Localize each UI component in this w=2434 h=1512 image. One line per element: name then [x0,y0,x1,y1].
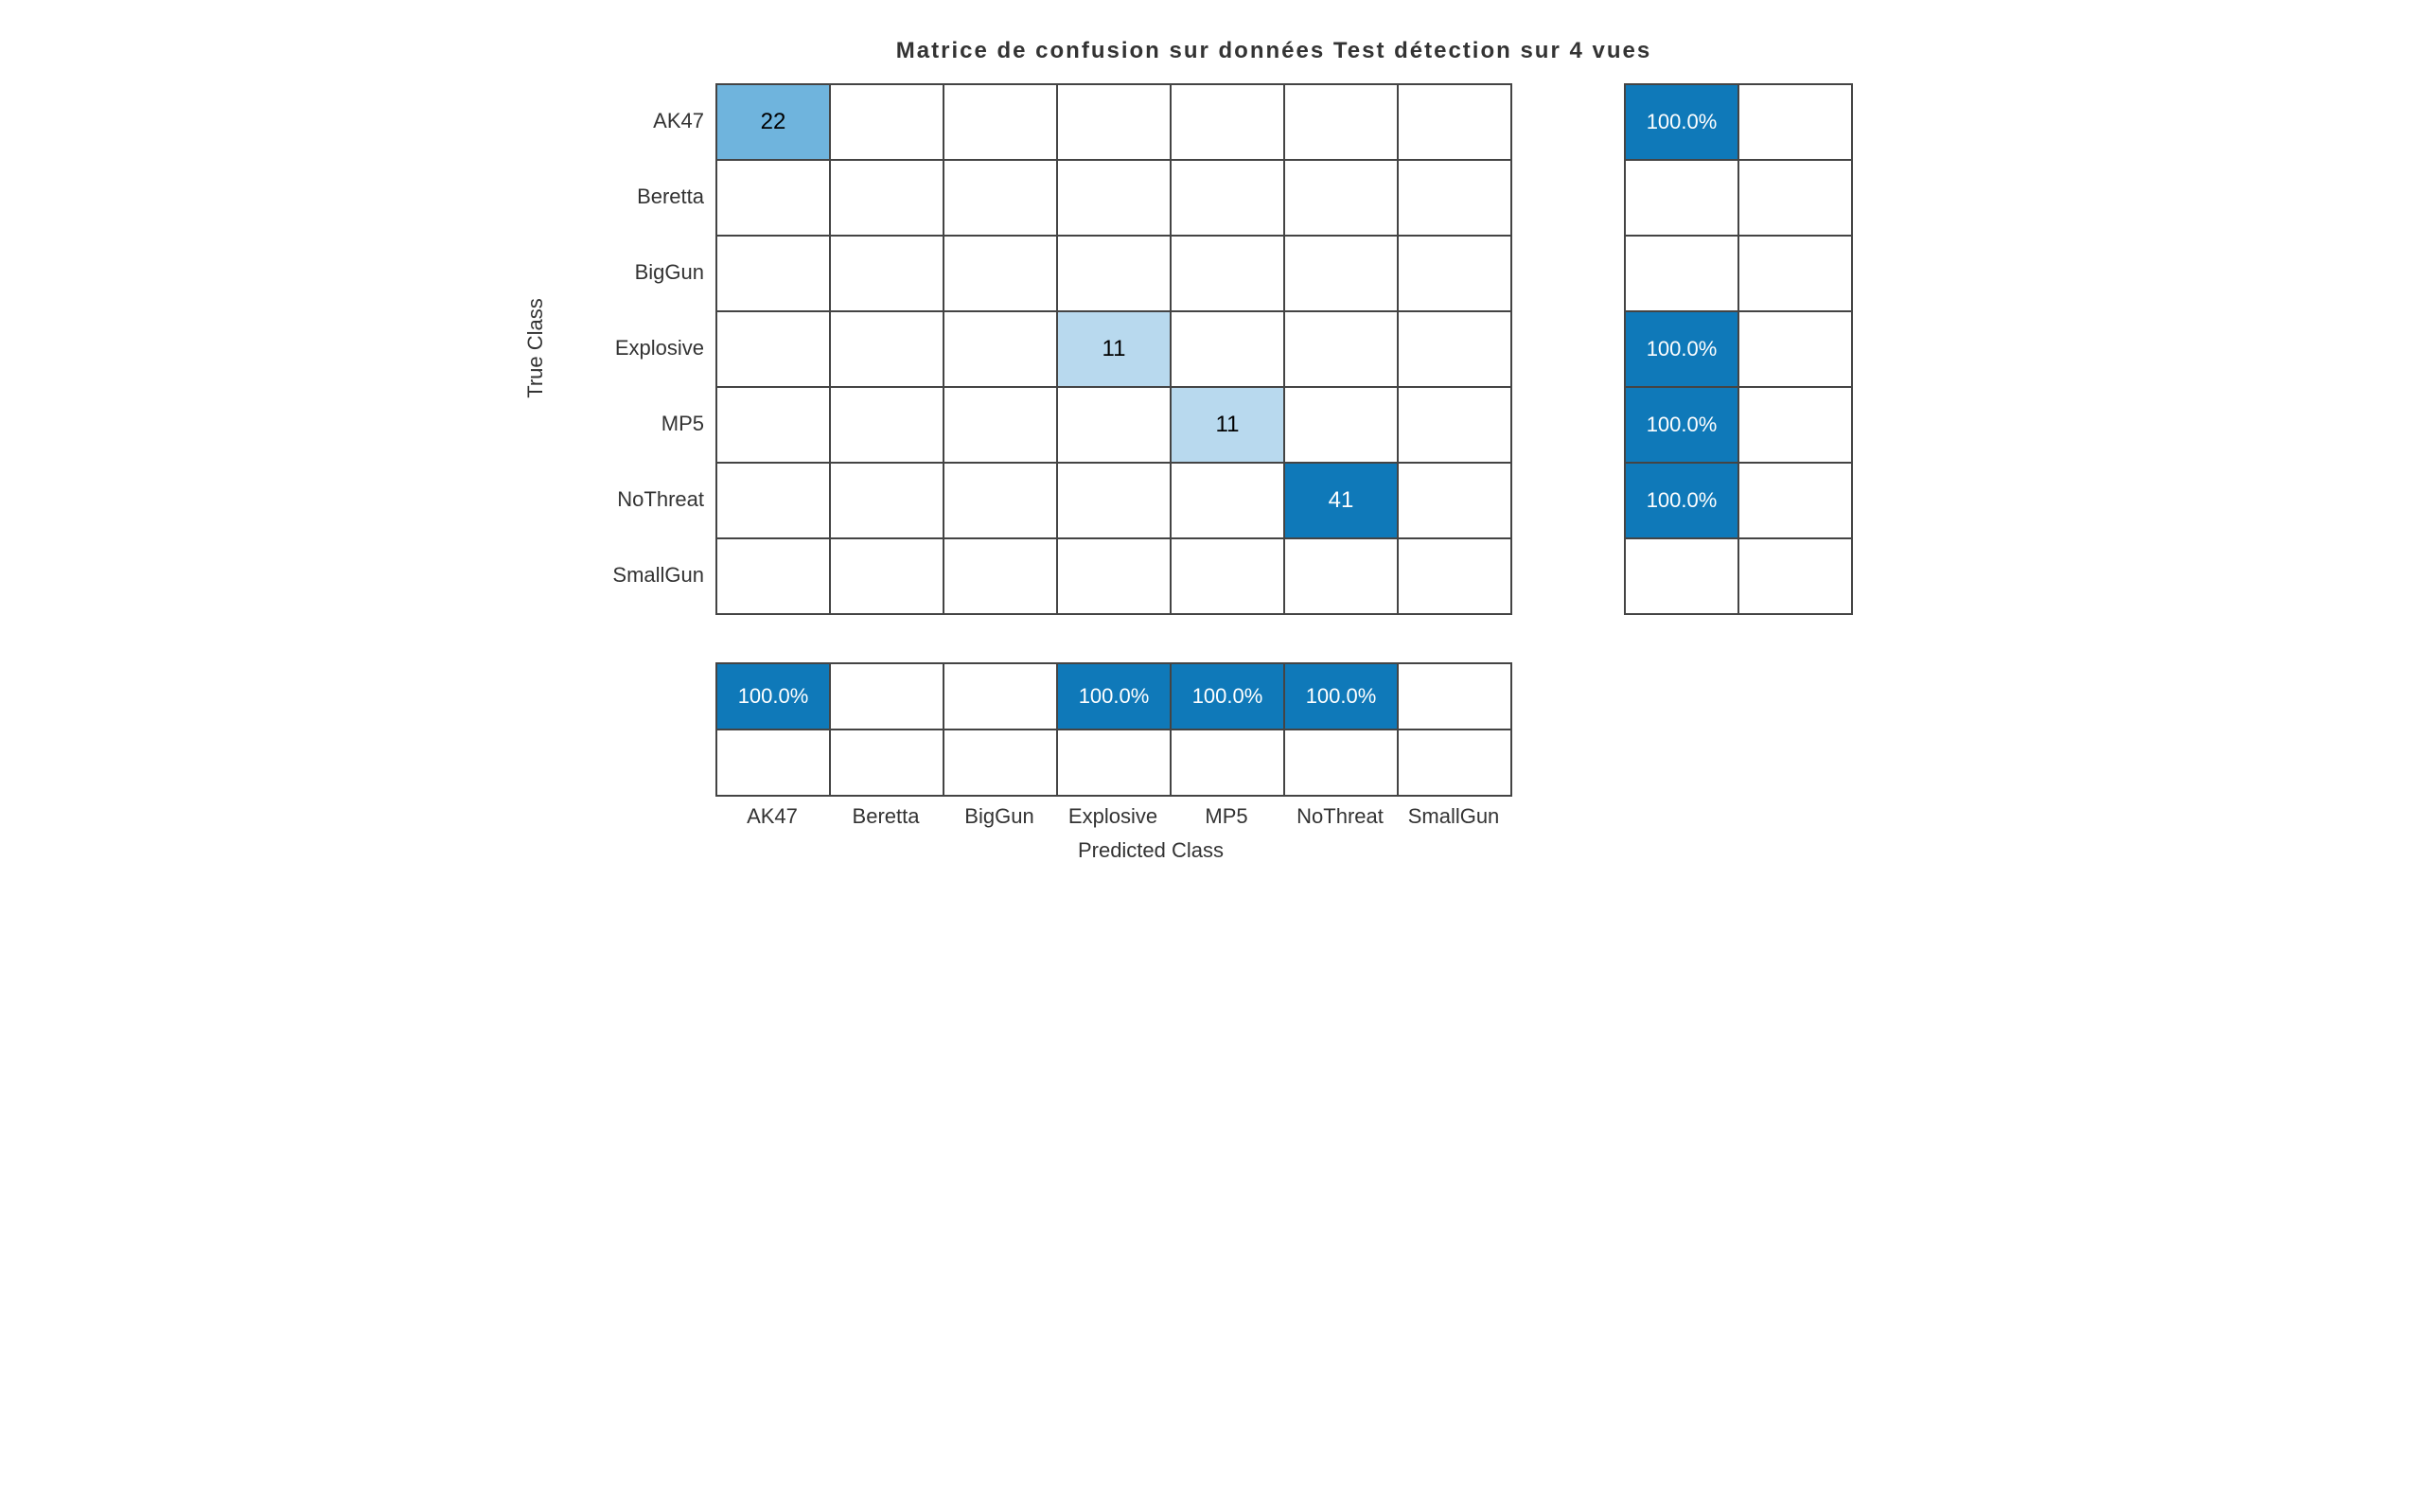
matrix-cell [830,538,944,614]
matrix-cell [830,463,944,538]
matrix-cell [1284,538,1398,614]
col-summary-cell [1398,730,1511,796]
matrix-cell [1171,463,1284,538]
row-summary-cell: 100.0% [1625,463,1738,538]
matrix-cell [944,463,1057,538]
col-summary-cell: 100.0% [1171,663,1284,730]
matrix-cell [1398,387,1511,463]
matrix-cell [944,311,1057,387]
matrix-cell [1057,236,1171,311]
matrix-cell [716,236,830,311]
matrix-cell [716,311,830,387]
matrix-cell [830,387,944,463]
matrix-cell [1398,463,1511,538]
col-summary-cell [944,730,1057,796]
matrix-cell [1171,538,1284,614]
matrix-cell: 41 [1284,463,1398,538]
matrix-cell [830,236,944,311]
matrix-cell [1171,84,1284,160]
matrix-cell [1057,160,1171,236]
col-summary-cell: 100.0% [1284,663,1398,730]
row-summary-cell: 100.0% [1625,84,1738,160]
col-summary-cell [830,663,944,730]
chart-grid: True Class AK47BerettaBigGunExplosiveMP5… [507,83,1927,835]
matrix-cell [1057,538,1171,614]
matrix-cell [1284,84,1398,160]
col-summary-cell [1057,730,1171,796]
col-summary-panel: 100.0%100.0%100.0%100.0% [715,662,1586,797]
matrix-cell [1057,84,1171,160]
row-summary-cell: 100.0% [1625,387,1738,463]
matrix-cell [830,160,944,236]
confusion-matrix: 22111141 [715,83,1586,615]
x-axis-label: Predicted Class [715,797,1586,863]
row-summary-panel: 100.0%100.0%100.0%100.0% [1624,83,1927,615]
row-summary-cell [1738,387,1852,463]
matrix-cell [1398,160,1511,236]
matrix-cell [1284,236,1398,311]
col-summary-cell: 100.0% [1057,663,1171,730]
matrix-cell: 11 [1171,387,1284,463]
confusion-matrix-figure: Matrice de confusion sur données Test dé… [507,38,1927,835]
matrix-cell [944,387,1057,463]
matrix-cell [716,160,830,236]
matrix-cell: 22 [716,84,830,160]
col-summary-cell [830,730,944,796]
matrix-cell [716,463,830,538]
row-summary-table: 100.0%100.0%100.0%100.0% [1624,83,1853,615]
matrix-cell: 11 [1057,311,1171,387]
matrix-cell [944,538,1057,614]
matrix-cell [716,387,830,463]
matrix-cell [1057,387,1171,463]
matrix-cell [1284,387,1398,463]
col-summary-cell: 100.0% [716,663,830,730]
row-tick-label: AK47 [564,83,715,159]
matrix-cell [1398,311,1511,387]
matrix-table: 22111141 [715,83,1512,615]
row-summary-cell [1738,311,1852,387]
chart-title: Matrice de confusion sur données Test dé… [621,38,1927,64]
col-summary-cell [944,663,1057,730]
row-summary-cell [1738,236,1852,311]
row-tick-label: BigGun [564,235,715,310]
matrix-cell [944,236,1057,311]
matrix-cell [1398,236,1511,311]
matrix-cell [830,311,944,387]
matrix-cell [1171,160,1284,236]
col-summary-cell [716,730,830,796]
row-summary-cell: 100.0% [1625,311,1738,387]
y-axis-label: True Class [523,298,548,398]
matrix-cell [1284,311,1398,387]
col-summary-table: 100.0%100.0%100.0%100.0% [715,662,1512,797]
matrix-cell [830,84,944,160]
row-tick-label: MP5 [564,386,715,462]
matrix-cell [1284,160,1398,236]
matrix-cell [944,84,1057,160]
row-summary-cell [1738,463,1852,538]
matrix-cell [1398,538,1511,614]
matrix-cell [944,160,1057,236]
matrix-cell [716,538,830,614]
row-tick-label: Explosive [564,310,715,386]
row-summary-cell [1738,84,1852,160]
y-axis-label-wrap: True Class [507,83,564,613]
matrix-cell [1057,463,1171,538]
row-tick-labels: AK47BerettaBigGunExplosiveMP5NoThreatSma… [564,83,715,613]
row-tick-label: Beretta [564,159,715,235]
row-summary-cell [1738,538,1852,614]
matrix-cell [1171,236,1284,311]
row-summary-cell [1625,160,1738,236]
matrix-cell [1398,84,1511,160]
row-tick-label: NoThreat [564,462,715,537]
row-tick-label: SmallGun [564,537,715,613]
col-summary-cell [1398,663,1511,730]
col-summary-cell [1171,730,1284,796]
col-summary-cell [1284,730,1398,796]
row-summary-cell [1625,236,1738,311]
row-summary-cell [1625,538,1738,614]
matrix-cell [1171,311,1284,387]
row-summary-cell [1738,160,1852,236]
